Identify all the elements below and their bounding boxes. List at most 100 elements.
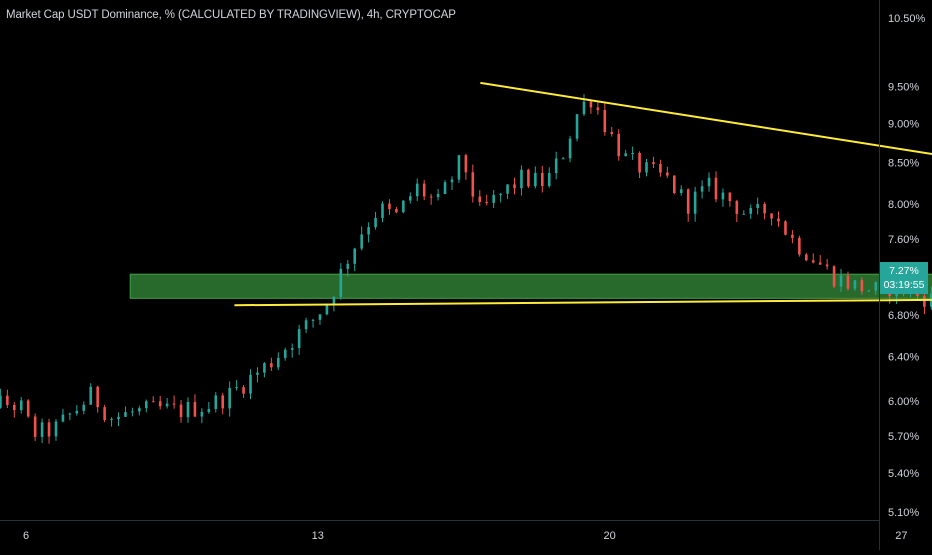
candle-up [249, 374, 252, 394]
candle-up [82, 404, 86, 411]
candle-down [666, 172, 669, 176]
candle-up [749, 208, 753, 214]
candle-up [277, 357, 280, 368]
candle-down [242, 387, 245, 394]
candle-down [659, 164, 662, 173]
candle-up [409, 196, 412, 201]
candle-up [256, 372, 259, 375]
candle-down [429, 196, 433, 198]
candle-up [311, 319, 315, 321]
candle-up [645, 162, 648, 173]
candle-down [541, 172, 544, 187]
candle-down [513, 184, 516, 189]
candle-down [603, 110, 607, 133]
candle-down [811, 260, 815, 263]
candle-up [853, 280, 857, 289]
candle-up [19, 400, 23, 411]
candle-up [381, 203, 384, 218]
candle-down [728, 192, 732, 202]
candle-down [763, 203, 766, 214]
candle-down [172, 403, 176, 405]
candle-down [777, 218, 780, 222]
candle-up [117, 416, 120, 420]
candle-up [554, 158, 558, 174]
support-zone[interactable] [129, 273, 932, 299]
candle-up [693, 191, 697, 214]
candle-down [26, 400, 30, 417]
last-price-value: 7.27% [889, 265, 919, 277]
candle-down [270, 363, 273, 368]
candle-down [471, 172, 475, 197]
candle-up [367, 227, 370, 235]
candle-down [221, 395, 225, 409]
candle-down [784, 221, 787, 235]
candle-up [679, 189, 683, 193]
candle-down [798, 237, 801, 255]
candle-up [756, 203, 759, 209]
candle-down [158, 401, 162, 407]
y-tick-label: 9.50% [888, 81, 919, 93]
candle-up [68, 413, 72, 415]
candle-up [75, 410, 79, 414]
candle-up [339, 268, 343, 297]
candle-down [617, 133, 621, 157]
candle-up [131, 411, 134, 413]
candle-up [721, 192, 725, 200]
descending-trendline[interactable] [480, 81, 932, 300]
candle-up [346, 263, 350, 269]
last-price-badge: 7.27% 03:19:55 [880, 262, 928, 294]
candle-down [735, 201, 739, 214]
y-tick-label: 6.80% [888, 310, 919, 322]
candle-up [235, 387, 238, 389]
y-tick-label: 5.10% [888, 507, 919, 519]
candle-up [165, 403, 169, 407]
candle-up [360, 234, 363, 249]
candle-up [54, 421, 58, 437]
candle-up [839, 275, 843, 287]
candle-down [589, 101, 593, 108]
candle-up [700, 186, 704, 192]
candle-down [13, 404, 16, 411]
candle-up [263, 363, 266, 373]
candle-down [596, 107, 600, 111]
candle-up [568, 138, 572, 159]
candle-up [707, 177, 711, 187]
x-tick-label: 13 [312, 530, 324, 542]
candle-up [40, 422, 44, 437]
x-tick-label: 27 [895, 530, 907, 542]
y-tick-label: 9.00% [888, 118, 919, 130]
candle-down [33, 416, 37, 437]
candle-down [464, 155, 468, 173]
x-axis[interactable]: 6132027Jul5111825 [23, 530, 932, 542]
candle-down [103, 407, 106, 420]
candle-up [353, 248, 357, 264]
y-axis[interactable]: 10.50% 9.50% 9.00% 8.50% 8.00% 7.60% 6.80% 6.40… [888, 13, 926, 519]
candle-up [457, 155, 461, 180]
y-tick-label: 7.60% [888, 234, 919, 246]
y-tick-label: 8.50% [888, 158, 919, 170]
candle-down [846, 275, 850, 289]
candle-up [138, 408, 141, 412]
y-tick-label: 6.40% [888, 352, 919, 364]
candle-down [673, 175, 676, 193]
candle-up [874, 282, 878, 291]
ascending-trendline[interactable] [234, 292, 932, 307]
candle-up [582, 101, 586, 115]
candle-up [402, 200, 405, 213]
candle-up [436, 193, 440, 198]
candle-down [832, 266, 836, 287]
candle-up [506, 184, 509, 194]
candle-down [422, 183, 426, 197]
candle-down [686, 189, 690, 214]
candle-countdown: 03:19:55 [883, 279, 925, 291]
candle-up [145, 401, 148, 409]
candle-down [770, 213, 773, 219]
candle-up [520, 169, 523, 189]
candle-down [714, 177, 718, 200]
candle-up [89, 386, 93, 405]
candle-up [186, 401, 190, 418]
candle-up [742, 213, 746, 215]
candle-up [228, 387, 231, 409]
